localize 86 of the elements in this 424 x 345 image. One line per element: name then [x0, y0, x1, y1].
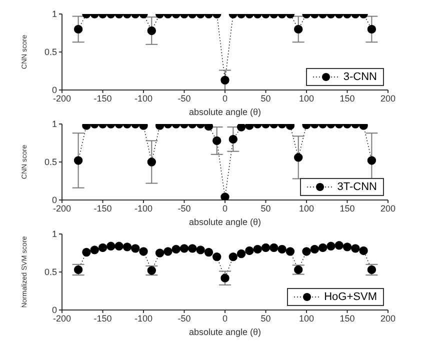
point	[139, 247, 148, 256]
point	[131, 244, 140, 253]
x-tick-label: 50	[260, 313, 271, 324]
point	[318, 243, 328, 252]
x-tick-label: -150	[94, 313, 112, 324]
x-tick-label: 0	[222, 313, 228, 324]
point	[147, 266, 156, 275]
point	[261, 243, 270, 252]
y-tick-label: 0	[52, 195, 57, 206]
x-tick-label: 0	[222, 203, 228, 214]
x-tick-label: -200	[52, 93, 72, 104]
point	[122, 242, 132, 252]
point	[326, 242, 336, 251]
x-tick-label: 50	[260, 93, 271, 104]
x-tick-label: 0	[222, 93, 228, 104]
y-tick-label: 0	[52, 85, 57, 96]
point	[294, 153, 303, 162]
point	[204, 124, 214, 131]
point	[196, 246, 205, 254]
point	[164, 247, 172, 256]
point	[310, 244, 319, 254]
x-tick-label: 50	[260, 203, 271, 214]
y-tick-label: 0.5	[44, 157, 57, 168]
x-tick-label: -200	[52, 203, 72, 214]
point	[155, 248, 164, 258]
point	[236, 124, 246, 132]
x-tick-label: -50	[178, 93, 191, 104]
point	[172, 244, 180, 254]
y-tick-label: 0.5	[44, 47, 57, 58]
point	[188, 244, 197, 253]
point	[228, 252, 238, 262]
point	[253, 244, 262, 254]
point	[236, 249, 246, 258]
x-tick-label: 100	[298, 313, 314, 324]
x-axis-title: absolute angle (θ)	[188, 327, 262, 337]
point	[180, 244, 189, 253]
x-tick-label: 150	[340, 313, 355, 324]
point	[74, 156, 83, 165]
x-tick-label: 200	[380, 313, 396, 324]
legend-label: HoG+SVM	[324, 291, 377, 303]
point	[98, 243, 108, 252]
x-tick-label: 100	[298, 203, 314, 214]
x-tick-label: -150	[94, 93, 112, 104]
point	[220, 274, 230, 282]
legend-label: 3-CNN	[343, 71, 377, 83]
point	[367, 156, 376, 165]
point	[82, 248, 91, 257]
point	[342, 242, 352, 252]
point	[147, 158, 156, 166]
point	[294, 265, 303, 274]
x-tick-label: 150	[340, 93, 355, 104]
x-tick-label: 150	[340, 203, 355, 214]
point	[212, 252, 222, 262]
x-tick-label: 100	[298, 93, 314, 104]
point	[220, 192, 230, 200]
x-axis-title: absolute angle (θ)	[188, 217, 262, 227]
x-tick-label: 200	[380, 93, 396, 104]
y-tick-label: 1	[52, 9, 57, 20]
x-tick-label: -100	[134, 203, 153, 214]
legend-label: 3T-CNN	[337, 181, 377, 193]
point	[245, 246, 254, 256]
point	[334, 241, 344, 250]
x-tick-label: -100	[134, 93, 153, 104]
y-tick-label: 0	[52, 305, 57, 316]
point	[302, 247, 311, 256]
point	[270, 243, 278, 252]
point	[114, 242, 124, 251]
y-tick-label: 0.5	[44, 267, 57, 278]
y-tick-label: 1	[52, 229, 57, 240]
point	[90, 246, 99, 254]
y-tick-label: 1	[52, 119, 57, 130]
x-tick-label: -150	[94, 203, 112, 214]
x-tick-label: -100	[134, 313, 153, 324]
x-tick-label: -50	[178, 313, 191, 324]
point	[106, 242, 116, 251]
point	[278, 244, 286, 254]
x-tick-label: -50	[178, 203, 191, 214]
x-tick-label: -200	[52, 313, 72, 324]
point	[212, 136, 222, 146]
x-tick-label: 200	[380, 203, 396, 214]
point	[351, 244, 360, 253]
point	[286, 247, 295, 256]
x-axis-title: absolute angle (θ)	[188, 107, 262, 117]
point	[359, 246, 368, 256]
point	[228, 134, 238, 144]
point	[204, 248, 214, 257]
